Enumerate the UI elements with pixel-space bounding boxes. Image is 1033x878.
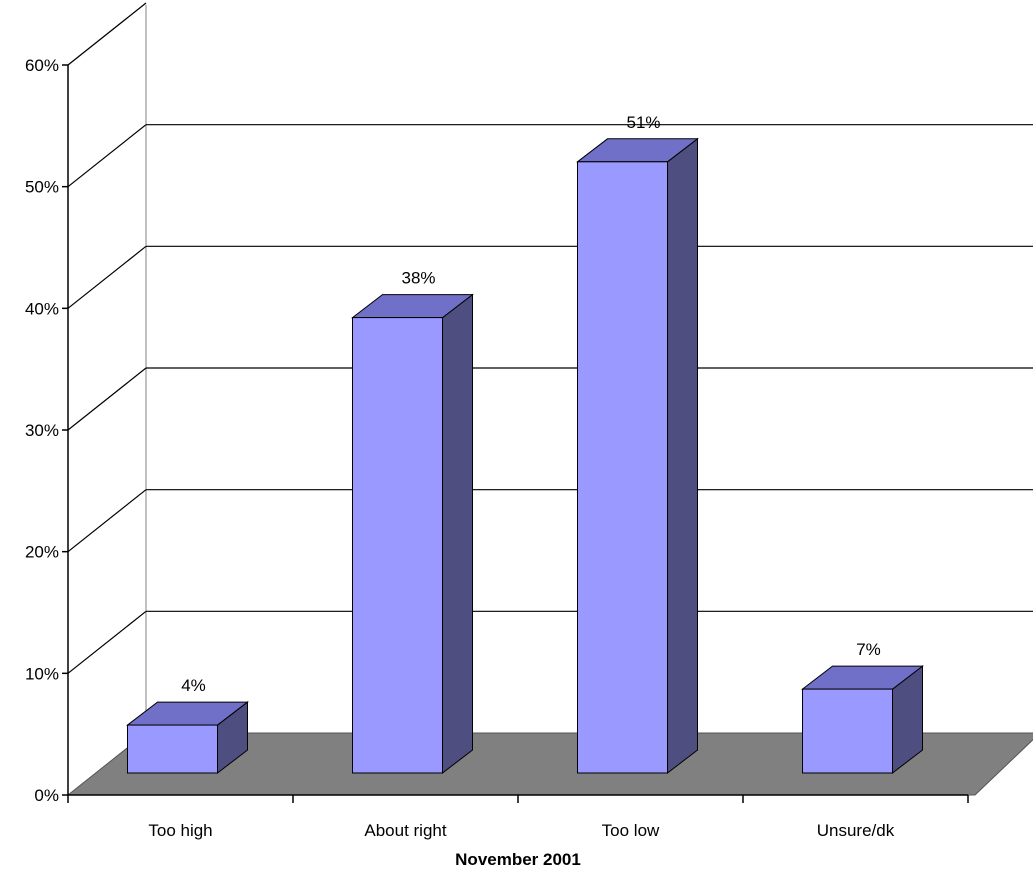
y-axis: 0% 10% 20% 30% 40% 50% 60% <box>25 56 69 805</box>
y-tick-label: 60% <box>25 56 59 75</box>
bar-unsure-dk <box>801 665 924 775</box>
bars <box>126 137 924 775</box>
y-tick-label: 50% <box>25 178 59 197</box>
gridline-side <box>67 489 147 553</box>
gridline-side <box>67 367 147 431</box>
bar-front-face <box>352 317 443 774</box>
y-tick-label: 10% <box>25 664 59 683</box>
x-tick-label: About right <box>364 821 446 840</box>
bar-side-face <box>442 293 473 775</box>
y-tick-label: 30% <box>25 421 59 440</box>
gridline-side <box>67 245 147 309</box>
bar-front-face <box>802 688 893 774</box>
x-tick-label: Too low <box>602 821 660 840</box>
y-tick-label: 20% <box>25 543 59 562</box>
data-label: 51% <box>626 113 660 132</box>
bar-too-high <box>126 701 249 775</box>
bar-front-face <box>577 161 668 774</box>
x-tick-label: Unsure/dk <box>817 821 895 840</box>
y-tick-label: 40% <box>25 299 59 318</box>
gridline-side <box>67 610 147 674</box>
x-axis: Too high About right Too low Unsure/dk <box>67 794 969 840</box>
bar-about-right <box>351 293 474 775</box>
data-label: 38% <box>401 269 435 288</box>
x-axis-title: November 2001 <box>455 850 581 869</box>
gridline-side <box>67 2 147 66</box>
x-tick-label: Too high <box>148 821 212 840</box>
bar-side-face <box>667 137 698 775</box>
gridline-side <box>67 124 147 188</box>
bar-front-face <box>127 724 218 774</box>
bar-too-low <box>576 137 699 775</box>
gridlines <box>67 2 1033 674</box>
data-label: 4% <box>181 676 206 695</box>
y-tick-label: 0% <box>34 786 59 805</box>
data-label: 7% <box>856 640 881 659</box>
value-labels: 4% 38% 51% 7% <box>181 113 881 695</box>
chart-walls <box>67 2 147 733</box>
